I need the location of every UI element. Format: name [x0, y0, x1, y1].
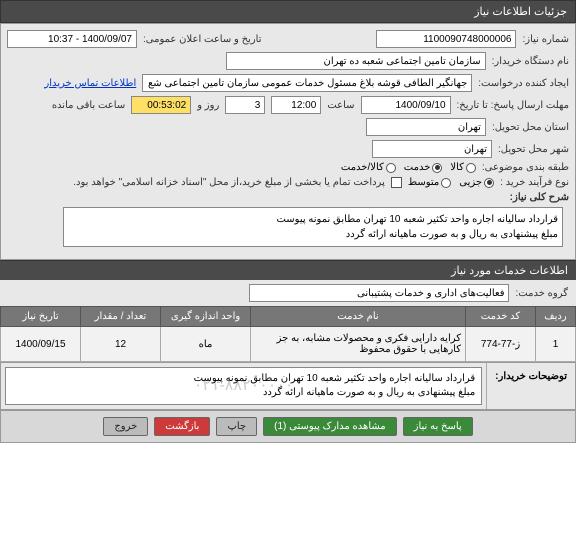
category-option-both[interactable]: کالا/خدمت: [341, 162, 396, 173]
attachments-button[interactable]: مشاهده مدارک پیوستی (1): [263, 417, 397, 436]
treasury-checkbox[interactable]: [391, 177, 402, 188]
back-button[interactable]: بازگشت: [154, 417, 210, 436]
cell-unit: ماه: [161, 327, 251, 362]
buyer-org-label: نام دستگاه خریدار:: [492, 56, 569, 67]
payment-note: پرداخت تمام یا بخشی از مبلغ خرید،از محل …: [73, 177, 385, 188]
buyer-desc-section: توضیحات خریدار: قرارداد سالیانه اجاره وا…: [0, 362, 576, 410]
print-button[interactable]: چاپ: [216, 417, 257, 436]
cell-idx: 1: [536, 327, 576, 362]
header-title: جزئیات اطلاعات نیاز: [474, 6, 567, 18]
category-radio-group: کالا خدمت کالا/خدمت: [341, 162, 476, 173]
deadline-label: مهلت ارسال پاسخ: تا تاریخ:: [457, 100, 569, 111]
remaining-time-field: 00:53:02: [131, 96, 191, 114]
radio-icon: [466, 163, 476, 173]
requester-field[interactable]: جهانگیر الطافی قوشه بلاغ مسئول خدمات عمو…: [142, 74, 472, 92]
buyer-org-field[interactable]: سازمان تامین اجتماعی شعبه ده تهران: [226, 52, 486, 70]
province-field[interactable]: تهران: [366, 118, 486, 136]
radio-icon: [441, 178, 451, 188]
category-label: طبقه بندی موضوعی:: [482, 162, 569, 173]
contact-link[interactable]: اطلاعات تماس خریدار: [44, 78, 136, 89]
need-number-label: شماره نیاز:: [522, 34, 569, 45]
cell-code: ز-77-774: [466, 327, 536, 362]
form-panel: شماره نیاز: 1100090748000006 تاریخ و ساع…: [0, 23, 576, 260]
purchase-option-minor[interactable]: جزیی: [459, 177, 494, 188]
buyer-desc-text: قرارداد سالیانه اجاره واحد تکثیر شعبه 10…: [194, 373, 476, 398]
remaining-days-label: روز و: [197, 100, 219, 111]
desc-box: قرارداد سالیانه اجاره واحد تکثیر شعبه 10…: [63, 207, 563, 247]
table-header-row: ردیف کد خدمت نام خدمت واحد اندازه گیری ت…: [1, 307, 576, 327]
purchase-option-medium[interactable]: متوسط: [408, 177, 451, 188]
category-option-goods[interactable]: کالا: [450, 162, 476, 173]
desc-text: قرارداد سالیانه اجاره واحد تکثیر شعبه 10…: [276, 214, 558, 240]
deadline-date-field[interactable]: 1400/09/10: [361, 96, 451, 114]
city-field[interactable]: تهران: [372, 140, 492, 158]
time-label: ساعت: [327, 100, 354, 111]
service-group-row: گروه خدمت: فعالیت‌های اداری و خدمات پشتی…: [0, 280, 576, 306]
col-date: تاریخ نیاز: [1, 307, 81, 327]
col-unit: واحد اندازه گیری: [161, 307, 251, 327]
exit-button[interactable]: خروج: [103, 417, 148, 436]
footer-bar: پاسخ به نیاز مشاهده مدارک پیوستی (1) چاپ…: [0, 410, 576, 443]
remaining-days-field: 3: [225, 96, 265, 114]
announce-field[interactable]: 1400/09/07 - 10:37: [7, 30, 137, 48]
cell-qty: 12: [81, 327, 161, 362]
col-name: نام خدمت: [251, 307, 466, 327]
services-header: اطلاعات خدمات مورد نیاز: [0, 260, 576, 280]
province-label: استان محل تحویل:: [492, 122, 569, 133]
col-code: کد خدمت: [466, 307, 536, 327]
page-header: جزئیات اطلاعات نیاز: [0, 0, 576, 23]
requester-label: ایجاد کننده درخواست:: [478, 78, 569, 89]
need-number-field[interactable]: 1100090748000006: [376, 30, 516, 48]
buyer-desc-box: قرارداد سالیانه اجاره واحد تکثیر شعبه 10…: [5, 367, 482, 405]
group-label: گروه خدمت:: [515, 288, 568, 299]
desc-label: شرح کلی نیاز:: [510, 192, 569, 203]
radio-icon: [484, 178, 494, 188]
col-qty: تعداد / مقدار: [81, 307, 161, 327]
radio-icon: [432, 163, 442, 173]
services-table: ردیف کد خدمت نام خدمت واحد اندازه گیری ت…: [0, 306, 576, 362]
cell-date: 1400/09/15: [1, 327, 81, 362]
table-row[interactable]: 1 ز-77-774 کرایه دارایی فکری و محصولات م…: [1, 327, 576, 362]
reply-button[interactable]: پاسخ به نیاز: [403, 417, 473, 436]
buyer-desc-label: توضیحات خریدار:: [486, 363, 575, 409]
city-label: شهر محل تحویل:: [498, 144, 569, 155]
category-option-service[interactable]: خدمت: [404, 162, 443, 173]
group-field[interactable]: فعالیت‌های اداری و خدمات پشتیبانی: [249, 284, 509, 302]
purchase-radio-group: جزیی متوسط: [408, 177, 494, 188]
purchase-type-label: نوع فرآیند خرید :: [500, 177, 569, 188]
col-idx: ردیف: [536, 307, 576, 327]
announce-label: تاریخ و ساعت اعلان عمومی:: [143, 34, 262, 45]
radio-icon: [386, 163, 396, 173]
remaining-label: ساعت باقی مانده: [52, 100, 125, 111]
deadline-time-field[interactable]: 12:00: [271, 96, 321, 114]
cell-name: کرایه دارایی فکری و محصولات مشابه، به جز…: [251, 327, 466, 362]
